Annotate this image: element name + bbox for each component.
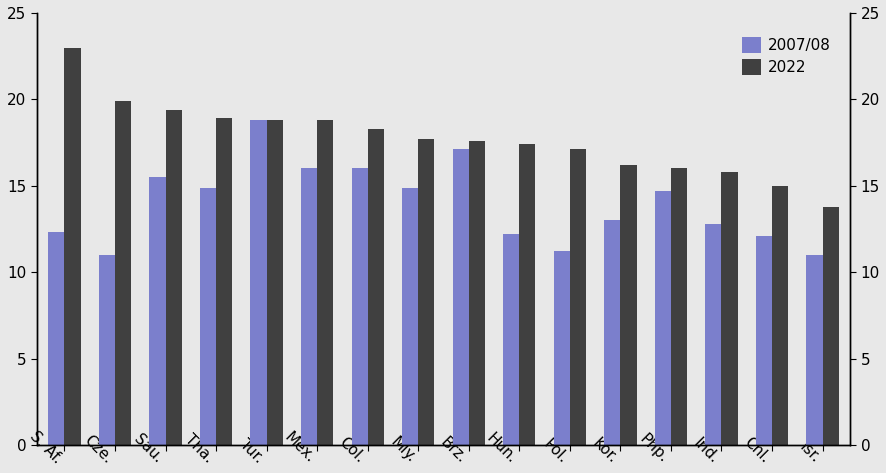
Bar — [418, 139, 434, 445]
Bar — [569, 149, 586, 445]
Bar — [351, 168, 368, 445]
Bar — [368, 129, 384, 445]
Bar — [468, 141, 485, 445]
Bar — [300, 168, 317, 445]
Bar — [317, 120, 333, 445]
Bar — [149, 177, 166, 445]
Bar — [65, 47, 81, 445]
Bar — [199, 187, 216, 445]
Bar — [670, 168, 687, 445]
Bar — [166, 110, 182, 445]
Bar — [452, 149, 468, 445]
Bar — [518, 144, 535, 445]
Bar — [704, 224, 720, 445]
Bar — [720, 172, 737, 445]
Bar — [654, 191, 670, 445]
Bar — [48, 232, 65, 445]
Bar — [821, 207, 838, 445]
Bar — [603, 220, 619, 445]
Bar — [553, 252, 569, 445]
Legend: 2007/08, 2022: 2007/08, 2022 — [734, 29, 838, 83]
Bar — [115, 101, 131, 445]
Bar — [755, 236, 771, 445]
Bar — [401, 187, 418, 445]
Bar — [771, 186, 788, 445]
Bar — [250, 120, 267, 445]
Bar — [619, 165, 636, 445]
Bar — [267, 120, 283, 445]
Bar — [98, 255, 115, 445]
Bar — [805, 255, 821, 445]
Bar — [216, 118, 232, 445]
Bar — [502, 234, 518, 445]
